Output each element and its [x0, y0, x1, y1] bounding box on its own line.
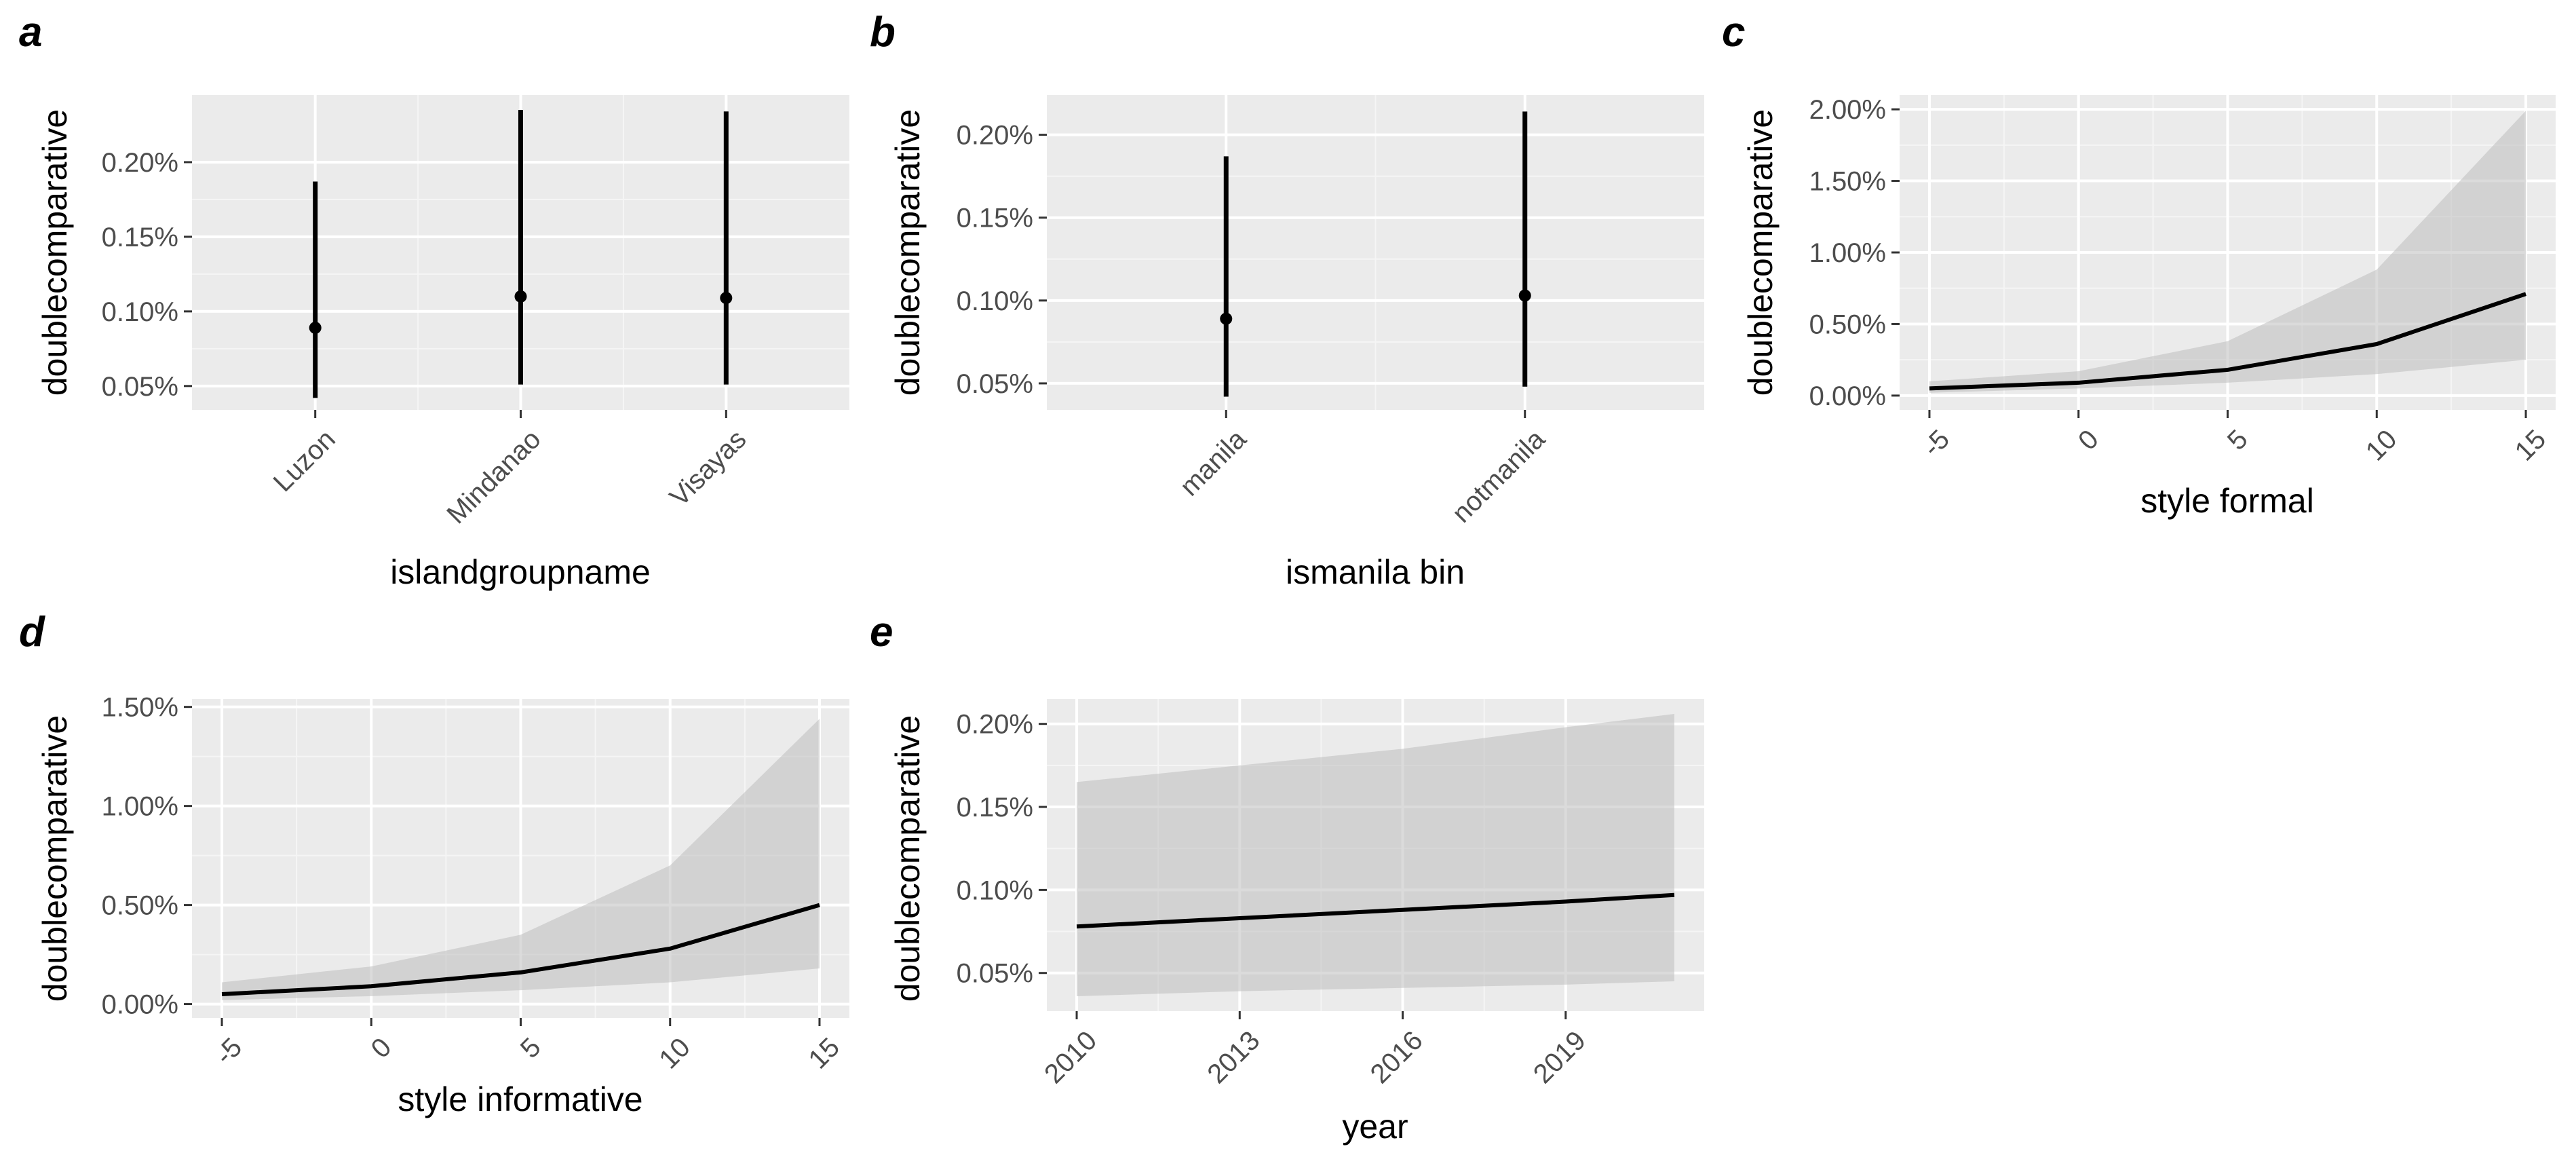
y-tick-label: 0.15% [957, 793, 1033, 823]
y-tick-label: 1.00% [1809, 238, 1886, 268]
y-tick-label: 0.20% [957, 710, 1033, 740]
panel-c-x-title: style formal [2140, 482, 2314, 520]
panel-b-grid [1047, 95, 1704, 410]
x-tick-label: Luzon [268, 424, 341, 497]
panel-a-y-title: doublecomparative [36, 109, 74, 396]
panel-e-y-title: doublecomparative [889, 715, 927, 1002]
y-tick-label: 0.05% [957, 959, 1033, 989]
y-tick-label: 0.10% [957, 286, 1033, 316]
panel-c-x-axis: -5 0 5 10 15 [1917, 410, 2552, 467]
panel-e-y-axis: 0.05% 0.10% 0.15% 0.20% [957, 710, 1047, 989]
x-tick-label: Visayas [664, 424, 752, 512]
point-mindanao [514, 290, 527, 303]
panel-a-x-title: islandgroupname [390, 553, 651, 591]
y-tick-label: 1.50% [102, 693, 178, 723]
fit-line [1076, 892, 1675, 929]
y-tick-label: 0.10% [102, 297, 178, 327]
x-tick-label: manila [1174, 424, 1252, 502]
panel-letter-d: d [19, 609, 45, 656]
x-tick-label: 10 [653, 1032, 696, 1075]
y-tick-label: 0.20% [102, 148, 178, 178]
x-tick-label: 5 [2222, 424, 2254, 456]
x-tick-label: 15 [803, 1032, 846, 1075]
confidence-ribbon [222, 719, 820, 1000]
y-tick-label: 0.05% [957, 369, 1033, 399]
point-luzon [309, 322, 322, 335]
panel-b-x-axis: manila notmanila [1174, 410, 1551, 529]
confidence-ribbon [1077, 714, 1674, 996]
point-notmanila [1518, 289, 1531, 302]
x-tick-label: 5 [515, 1032, 547, 1064]
panel-letter-b: b [870, 9, 896, 56]
panel-d-x-title: style informative [398, 1080, 642, 1118]
panel-a-x-axis: Luzon Mindanao Visayas [268, 410, 752, 529]
confidence-ribbon [1929, 111, 2526, 393]
point-visayas [720, 292, 733, 305]
panel-letter-e: e [870, 609, 893, 656]
panel-a: a 0.05% 0.10% 0.15% 0.20% Luzon Mindanao Visa… [19, 9, 849, 591]
x-tick-label: 2019 [1528, 1025, 1592, 1089]
y-tick-label: 0.00% [1809, 381, 1886, 411]
x-tick-label: 0 [366, 1032, 398, 1064]
panel-b-y-title: doublecomparative [889, 109, 927, 396]
x-tick-label: notmanila [1446, 424, 1551, 529]
panel-e-x-title: year [1342, 1108, 1408, 1146]
y-tick-label: 0.10% [957, 875, 1033, 905]
y-tick-label: 0.00% [102, 990, 178, 1020]
y-tick-label: 0.15% [957, 204, 1033, 233]
panel-b-y-axis: 0.05% 0.10% 0.15% 0.20% [957, 121, 1047, 399]
x-tick-label: 2010 [1039, 1025, 1102, 1089]
x-tick-label: Mindanao [441, 424, 546, 529]
y-tick-label: 0.15% [102, 223, 178, 252]
panel-d-y-title: doublecomparative [36, 715, 74, 1002]
panel-b-x-title: ismanila bin [1286, 553, 1465, 591]
panel-a-y-axis: 0.05% 0.10% 0.15% 0.20% [102, 148, 192, 402]
panel-letter-a: a [19, 9, 42, 56]
x-tick-label: 10 [2360, 424, 2403, 467]
panel-c-y-axis: 0.00% 0.50% 1.00% 1.50% 2.00% [1809, 95, 1900, 411]
y-tick-label: 1.50% [1809, 167, 1886, 197]
fit-line [1929, 292, 2527, 391]
x-tick-label: 15 [2510, 424, 2552, 467]
x-tick-label: -5 [1917, 424, 1955, 462]
panel-d-x-axis: -5 0 5 10 15 [210, 1018, 845, 1075]
panel-b-marks [1220, 111, 1531, 397]
panel-d: d 0.00% 0.50% 1.00% 1.50% -5 0 5 10 15 style in… [19, 609, 849, 1118]
x-tick-label: 2013 [1202, 1025, 1265, 1089]
panel-c-marks [1929, 111, 2527, 393]
panel-letter-c: c [1722, 9, 1745, 56]
y-tick-label: 0.05% [102, 372, 178, 402]
y-tick-label: 1.00% [102, 792, 178, 822]
x-tick-label: 0 [2073, 424, 2104, 456]
panel-a-marks [309, 109, 733, 398]
y-tick-label: 0.50% [1809, 309, 1886, 339]
panel-c-y-title: doublecomparative [1742, 109, 1780, 396]
panel-c: c 0.00% 0.50% 1.00% 1.50% 2.00% -5 0 5 10 15 sty… [1722, 9, 2556, 520]
point-manila [1220, 312, 1233, 325]
x-tick-label: -5 [210, 1032, 248, 1070]
panel-e-x-axis: 2010 2013 2016 2019 [1039, 1011, 1592, 1089]
panel-e: e 0.05%0.10%0.15%0.20% 2010 2013 2016 2019 … [870, 609, 1704, 1146]
panel-b: b 0.05% 0.10% 0.15% 0.20% manila notmanila i… [870, 9, 1704, 591]
x-tick-label: 2016 [1365, 1025, 1429, 1089]
panel-e-marks [1076, 714, 1675, 996]
panel-d-marks [221, 719, 820, 1000]
y-tick-label: 2.00% [1809, 95, 1886, 125]
y-tick-label: 0.50% [102, 891, 178, 921]
panel-d-y-axis: 0.00% 0.50% 1.00% 1.50% [102, 693, 192, 1020]
fit-line [221, 903, 820, 996]
y-tick-label: 0.20% [957, 121, 1033, 151]
